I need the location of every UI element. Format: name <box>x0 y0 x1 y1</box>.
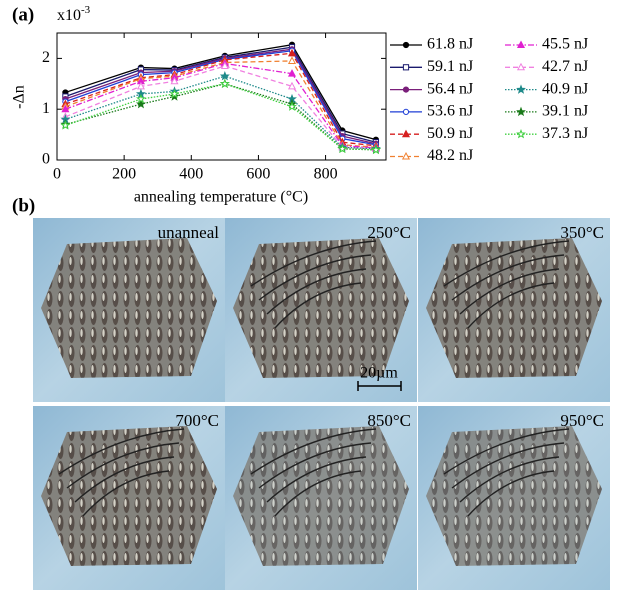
legend-label: 42.7 nJ <box>542 58 588 75</box>
legend-marker <box>403 65 408 70</box>
structure-array <box>426 238 602 378</box>
micrograph: 950°C <box>418 406 610 590</box>
y-axis-label: -Δn <box>11 85 28 109</box>
structure-array <box>41 426 217 566</box>
legend-marker <box>403 42 408 47</box>
x-tick-label: 600 <box>246 166 270 183</box>
marker <box>221 80 228 87</box>
structure-array <box>233 238 409 378</box>
y-multiplier-exponent: -3 <box>81 4 91 16</box>
y-multiplier: x10-3 <box>57 4 91 24</box>
structure-array <box>233 426 409 566</box>
micrograph: 250°C 20µm <box>225 218 417 402</box>
legend-marker <box>403 87 408 92</box>
x-tick-label: 800 <box>314 166 338 183</box>
x-tick-label: 0 <box>53 166 61 183</box>
y-tick-label: 1 <box>42 100 50 117</box>
micrograph-label: 250°C <box>367 223 411 242</box>
legend-marker <box>517 108 524 115</box>
legend-label: 48.2 nJ <box>427 147 473 164</box>
marker <box>289 57 295 63</box>
micrograph-label: 950°C <box>560 411 604 430</box>
micrograph-label: 850°C <box>367 411 411 430</box>
y-tick-label: 0 <box>42 151 50 168</box>
micrograph: 700°C <box>33 406 225 590</box>
micrograph: 850°C <box>225 406 417 590</box>
y-multiplier-base: x10 <box>57 7 81 24</box>
micrograph: unanneal <box>33 218 225 402</box>
legend-label: 59.1 nJ <box>427 58 473 75</box>
scale-bar-label: 20µm <box>360 365 398 382</box>
legend-label: 45.5 nJ <box>542 36 588 53</box>
legend-label: 61.8 nJ <box>427 36 473 53</box>
micrograph: 350°C <box>418 218 610 402</box>
legend-label: 56.4 nJ <box>427 80 473 97</box>
legend-label: 53.6 nJ <box>427 103 473 120</box>
marker <box>221 72 228 79</box>
structure-array <box>41 238 217 378</box>
micrograph-label: unanneal <box>158 223 220 242</box>
x-tick-label: 400 <box>179 166 203 183</box>
x-axis-label: annealing temperature (°C) <box>134 189 308 206</box>
legend-label: 40.9 nJ <box>542 80 588 97</box>
x-tick-label: 200 <box>112 166 136 183</box>
y-tick-label: 2 <box>42 49 50 66</box>
figure: (a) (b) x10-3 -Δn annealing temperature … <box>0 0 638 594</box>
micrograph-label: 700°C <box>175 411 219 430</box>
micrograph-label: 350°C <box>560 223 604 242</box>
legend-marker <box>403 109 408 114</box>
legend-label: 39.1 nJ <box>542 103 588 120</box>
structure-array <box>426 426 602 566</box>
legend-label: 50.9 nJ <box>427 125 473 142</box>
legend-marker <box>517 86 524 93</box>
panel-label: (a) <box>12 4 34 25</box>
panel-label: (b) <box>12 195 35 216</box>
legend-label: 37.3 nJ <box>542 125 588 142</box>
legend-marker <box>517 130 524 137</box>
